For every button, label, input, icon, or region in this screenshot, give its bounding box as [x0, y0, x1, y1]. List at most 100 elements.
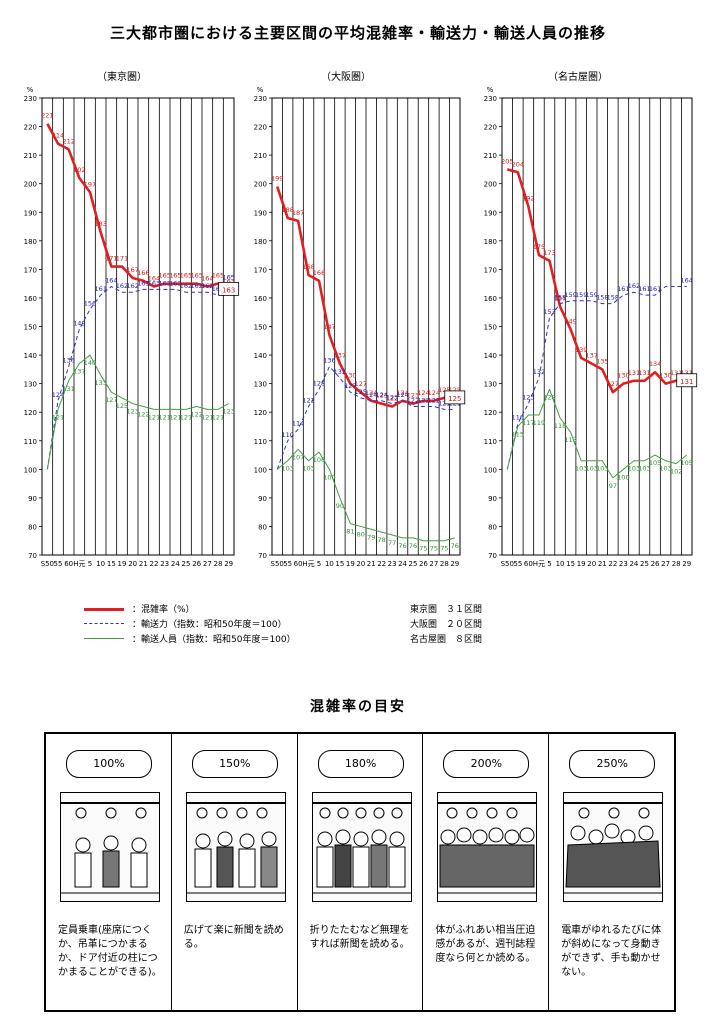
- data-label: 117: [522, 419, 534, 427]
- data-label: 158: [596, 294, 608, 302]
- data-label: 121: [201, 413, 213, 421]
- y-tick-label: 160: [24, 295, 37, 303]
- y-tick-label: 120: [254, 409, 267, 417]
- x-tick-label: H元: [73, 560, 85, 568]
- series-line-1: [276, 365, 455, 470]
- data-label: 75: [440, 545, 448, 553]
- data-label: 137: [586, 352, 598, 360]
- x-tick-label: 28: [214, 560, 223, 568]
- guide-pct-150: 150%: [191, 750, 278, 778]
- data-label: 105: [681, 459, 693, 467]
- data-label: 122: [428, 396, 440, 404]
- y-tick-label: 170: [484, 266, 497, 274]
- data-label: 97: [609, 482, 617, 490]
- legend-swatch-capacity: [84, 623, 124, 624]
- x-tick-label: 20: [356, 560, 365, 568]
- data-label: 133: [94, 379, 106, 387]
- crowd-250-icon: [564, 802, 663, 894]
- page-title: 三大都市圏における主要区間の平均混雑率・輸送力・輸送人員の推移: [109, 24, 606, 42]
- y-tick-label: 80: [488, 523, 497, 531]
- y-tick-label: 230: [484, 95, 497, 103]
- data-label: 161: [212, 285, 224, 293]
- charts-canvas: 70 80 90 100 110 120 130 140 150 160 170 180 190 200 2…: [24, 86, 698, 568]
- y-tick-label: 80: [28, 523, 37, 531]
- data-label: 100: [617, 473, 629, 481]
- legend-note-osaka: 大阪圏 ２０区間: [410, 620, 483, 630]
- series-line-1: [46, 283, 230, 470]
- series-line-2: [276, 448, 455, 542]
- x-tick-label: 21: [139, 560, 148, 568]
- guide-text-250: 電車がゆれるたびに体が斜めになって身動きができず、手も動かせない。: [561, 925, 662, 978]
- y-tick-label: 160: [254, 295, 267, 303]
- latest-value-label: 125: [448, 395, 461, 403]
- crowd-illustration-180: [311, 792, 412, 902]
- data-label: 158: [554, 294, 566, 302]
- data-label: 100: [323, 473, 335, 481]
- data-label: 187: [292, 209, 304, 217]
- data-label: 105: [649, 459, 661, 467]
- series-line-0: [46, 123, 230, 291]
- data-label: 103: [586, 465, 598, 473]
- data-label: 76: [451, 542, 459, 550]
- y-tick-label: 110: [24, 438, 37, 446]
- data-label: 202: [73, 166, 85, 174]
- data-label: 107: [292, 453, 304, 461]
- x-tick-label: 29: [450, 560, 459, 568]
- data-label: 139: [575, 346, 587, 354]
- y-tick-label: 90: [258, 495, 267, 503]
- x-tick-label: 23: [160, 560, 169, 568]
- y-tick-label: 150: [24, 324, 37, 332]
- data-label: 123: [522, 394, 534, 402]
- data-label: 124: [428, 389, 440, 397]
- data-label: 115: [512, 430, 524, 438]
- data-label: 164: [105, 277, 117, 285]
- data-label: 79: [367, 533, 375, 541]
- legend-label-capacity: ：輸送力（指数：昭和50年度＝100）: [132, 620, 287, 630]
- x-tick-label: 27: [429, 560, 438, 568]
- x-tick-label: 28: [672, 560, 681, 568]
- data-label: 131: [638, 369, 650, 377]
- x-tick-label: 23: [388, 560, 397, 568]
- y-tick-label: 230: [24, 95, 37, 103]
- y-tick-label: 200: [24, 181, 37, 189]
- x-tick-label: 15: [335, 560, 344, 568]
- y-tick-label: 180: [24, 238, 37, 246]
- data-label: 128: [313, 379, 325, 387]
- y-tick-label: 120: [24, 409, 37, 417]
- x-tick-label: 25: [182, 560, 191, 568]
- data-label: 131: [62, 385, 74, 393]
- data-label: 123: [375, 392, 387, 400]
- y-tick-label: 180: [484, 238, 497, 246]
- data-label: 121: [148, 413, 160, 421]
- data-label: 75: [430, 545, 438, 553]
- y-tick-label: 150: [484, 324, 497, 332]
- y-tick-label: 190: [24, 209, 37, 217]
- data-label: 116: [512, 414, 524, 422]
- legend-label-passengers: ：輸送人員（指数：昭和50年度＝100）: [132, 635, 296, 645]
- guide-text-200: 体がふれあい相当圧迫感があるが、週刊誌程度なら何とか読める。: [435, 925, 536, 964]
- data-label: 127: [355, 380, 367, 388]
- data-label: 159: [586, 291, 598, 299]
- y-tick-label: 220: [484, 124, 497, 132]
- x-tick-label: 5: [317, 560, 321, 568]
- data-label: 122: [417, 396, 429, 404]
- guide-cell-200: 200% 体がふれあい相当圧迫感があるが、週刊誌程度なら何とか読める。: [423, 734, 550, 1010]
- crowd-100-icon: [61, 802, 159, 894]
- guide-pct-100: 100%: [66, 750, 152, 778]
- data-label: 158: [607, 294, 619, 302]
- data-label: 159: [564, 291, 576, 299]
- data-label: 124: [365, 389, 377, 397]
- data-label: 136: [62, 356, 74, 364]
- latest-value-box: [444, 390, 466, 405]
- data-label: 162: [628, 282, 640, 290]
- data-label: 161: [617, 285, 629, 293]
- x-tick-label: 19: [577, 560, 586, 568]
- y-tick-label: 200: [484, 181, 497, 189]
- guide-box: 100% 定員乗車(座席につくか、吊革につかまるか、ドア付近の柱につかまることが…: [44, 732, 676, 1012]
- x-tick-label: 29: [224, 560, 233, 568]
- x-tick-label: 22: [377, 560, 386, 568]
- legend-label-congestion: ：混雑率（%）: [132, 605, 195, 615]
- guide-cell-250: 250% 電車がゆれるたびに体が斜めになって身動きができず、手も動かせない。: [549, 734, 674, 1010]
- y-tick-label: 230: [254, 95, 267, 103]
- data-label: 134: [649, 360, 661, 368]
